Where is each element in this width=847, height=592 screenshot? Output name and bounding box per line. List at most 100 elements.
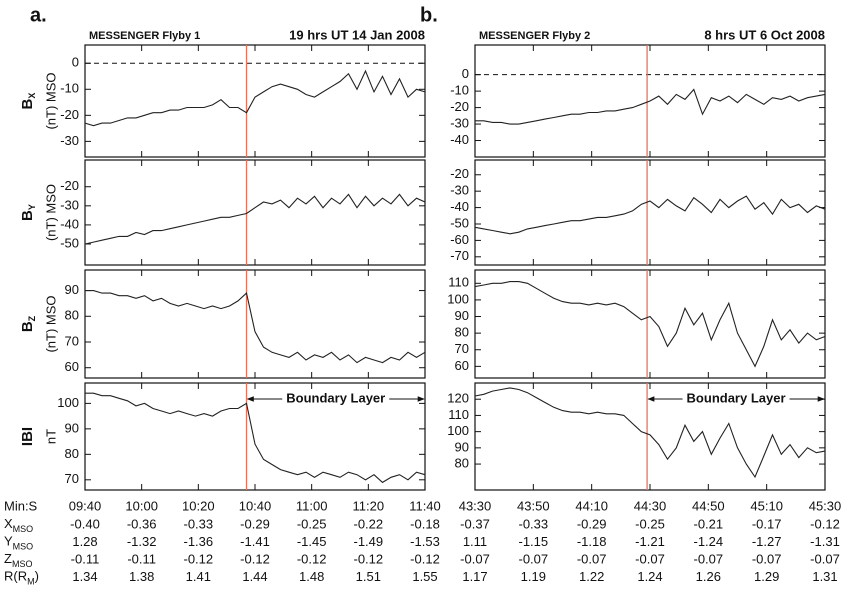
- ephemeris-label-part: MSO: [12, 559, 33, 569]
- ephemeris-value: -1.27: [752, 534, 782, 549]
- y-tick-label: -20: [60, 107, 79, 122]
- panel-title: MESSENGER Flyby 2: [479, 30, 590, 42]
- plot-frame: [474, 159, 826, 266]
- data-line: [474, 387, 826, 479]
- y-axis-label-part: B: [19, 98, 36, 109]
- ephemeris-label-part: X: [4, 516, 13, 531]
- ephemeris-value: -0.33: [184, 516, 214, 531]
- plot-frame: [474, 269, 826, 379]
- y-tick-label: 110: [448, 275, 469, 290]
- ephemeris-value: -0.07: [694, 551, 724, 566]
- y-axis-unit: nT: [43, 429, 58, 444]
- ephemeris-label-part: MSO: [13, 524, 34, 534]
- y-tick-label: -40: [450, 132, 469, 147]
- y-tick-label: -40: [450, 199, 469, 214]
- y-tick-label: -10: [60, 81, 79, 96]
- y-axis-label-part: X: [27, 93, 37, 99]
- x-tick-label: 10:00: [125, 498, 158, 513]
- ephemeris-value: 1.24: [637, 569, 662, 584]
- y-axis-label-part: Z: [27, 315, 37, 321]
- y-tick-label: -30: [450, 183, 469, 198]
- y-tick-label: 60: [455, 358, 469, 373]
- ephemeris-value: -0.17: [752, 516, 782, 531]
- ephemeris-value: 1.19: [521, 569, 546, 584]
- ephemeris-value: -0.07: [635, 551, 665, 566]
- ephemeris-value: -0.07: [752, 551, 782, 566]
- ephemeris-value: 1.31: [812, 569, 837, 584]
- data-line: [84, 193, 426, 245]
- ephemeris-value: -1.31: [810, 534, 840, 549]
- y-axis-unit: (nT) MSO: [43, 295, 58, 352]
- x-tick-label: 44:50: [692, 498, 725, 513]
- ephemeris-value: -0.07: [810, 551, 840, 566]
- ephemeris-value: 1.44: [242, 569, 267, 584]
- y-axis-label: BZ: [19, 315, 37, 332]
- y-axis-label: BX: [19, 93, 37, 110]
- ephemeris-label: R(RM): [4, 569, 39, 587]
- ephemeris-value: 1.26: [696, 569, 721, 584]
- ephemeris-value: -0.25: [635, 516, 665, 531]
- x-tick-label: 10:40: [239, 498, 272, 513]
- ephemeris-value: 1.41: [186, 569, 211, 584]
- ephemeris-value: -0.37: [460, 516, 490, 531]
- y-tick-label: -70: [450, 248, 469, 263]
- panel-label: b.: [420, 4, 438, 26]
- panel-subtitle: 19 hrs UT 14 Jan 2008: [289, 27, 425, 42]
- ephemeris-label-part: R(R: [4, 569, 27, 584]
- plot-frame: [84, 269, 426, 379]
- ephemeris-value: -0.11: [71, 551, 100, 566]
- ephemeris-value: -0.12: [184, 551, 214, 566]
- y-tick-label: 80: [65, 308, 79, 323]
- y-tick-label: 100: [447, 291, 469, 306]
- ephemeris-label-part: ): [35, 569, 39, 584]
- y-axis-label: BY: [19, 204, 37, 221]
- ephemeris-label: YMSO: [4, 534, 33, 552]
- ephemeris-value: 1.11: [463, 534, 487, 549]
- ephemeris-value: -0.25: [297, 516, 327, 531]
- ephemeris-value: -1.15: [519, 534, 549, 549]
- panel-subtitle: 8 hrs UT 6 Oct 2008: [704, 27, 825, 42]
- x-tick-label: 45:10: [750, 498, 783, 513]
- ephemeris-value: -0.07: [460, 551, 490, 566]
- y-tick-label: -50: [60, 235, 79, 250]
- y-tick-label: 60: [65, 359, 79, 374]
- ephemeris-value: 1.28: [72, 534, 97, 549]
- ephemeris-value: -0.29: [577, 516, 607, 531]
- ephemeris-value: -0.07: [577, 551, 607, 566]
- ephemeris-label-part: Y: [4, 534, 13, 549]
- plot-frame: [84, 44, 426, 158]
- ephemeris-value: 1.38: [129, 569, 154, 584]
- ephemeris-label-part: MSO: [13, 542, 34, 552]
- ephemeris-value: -0.21: [694, 516, 724, 531]
- ephemeris-value: -1.49: [354, 534, 384, 549]
- panel-label: a.: [30, 4, 47, 26]
- ephemeris-value: -1.53: [410, 534, 440, 549]
- y-tick-label: 80: [455, 455, 469, 470]
- y-axis-label-part: IBI: [19, 427, 36, 446]
- y-axis-unit: (nT) MSO: [43, 184, 58, 241]
- ephemeris-value: -0.12: [810, 516, 840, 531]
- ephemeris-value: -1.45: [297, 534, 327, 549]
- y-axis-label-part: Y: [27, 204, 37, 210]
- y-tick-label: -30: [60, 133, 79, 148]
- ephemeris-value: -1.36: [184, 534, 214, 549]
- ephemeris-value: -0.07: [519, 551, 549, 566]
- ephemeris-value: -1.18: [577, 534, 607, 549]
- y-tick-label: 120: [447, 391, 469, 406]
- ephemeris-value: -0.29: [240, 516, 270, 531]
- plot-frame: [84, 159, 426, 266]
- ephemeris-label-part: Z: [4, 551, 12, 566]
- ephemeris-value: 1.29: [754, 569, 779, 584]
- ephemeris-value: 1.17: [462, 569, 487, 584]
- ephemeris-value: -0.12: [240, 551, 270, 566]
- annotation: Boundary Layer: [687, 390, 786, 405]
- x-tick-label: 44:10: [575, 498, 608, 513]
- y-tick-label: -40: [60, 216, 79, 231]
- y-tick-label: 70: [455, 341, 469, 356]
- data-line: [84, 69, 426, 127]
- y-axis-unit: (nT) MSO: [43, 72, 58, 129]
- ephemeris-value: -0.36: [127, 516, 157, 531]
- ephemeris-value: 1.55: [412, 569, 437, 584]
- y-tick-label: 100: [57, 395, 79, 410]
